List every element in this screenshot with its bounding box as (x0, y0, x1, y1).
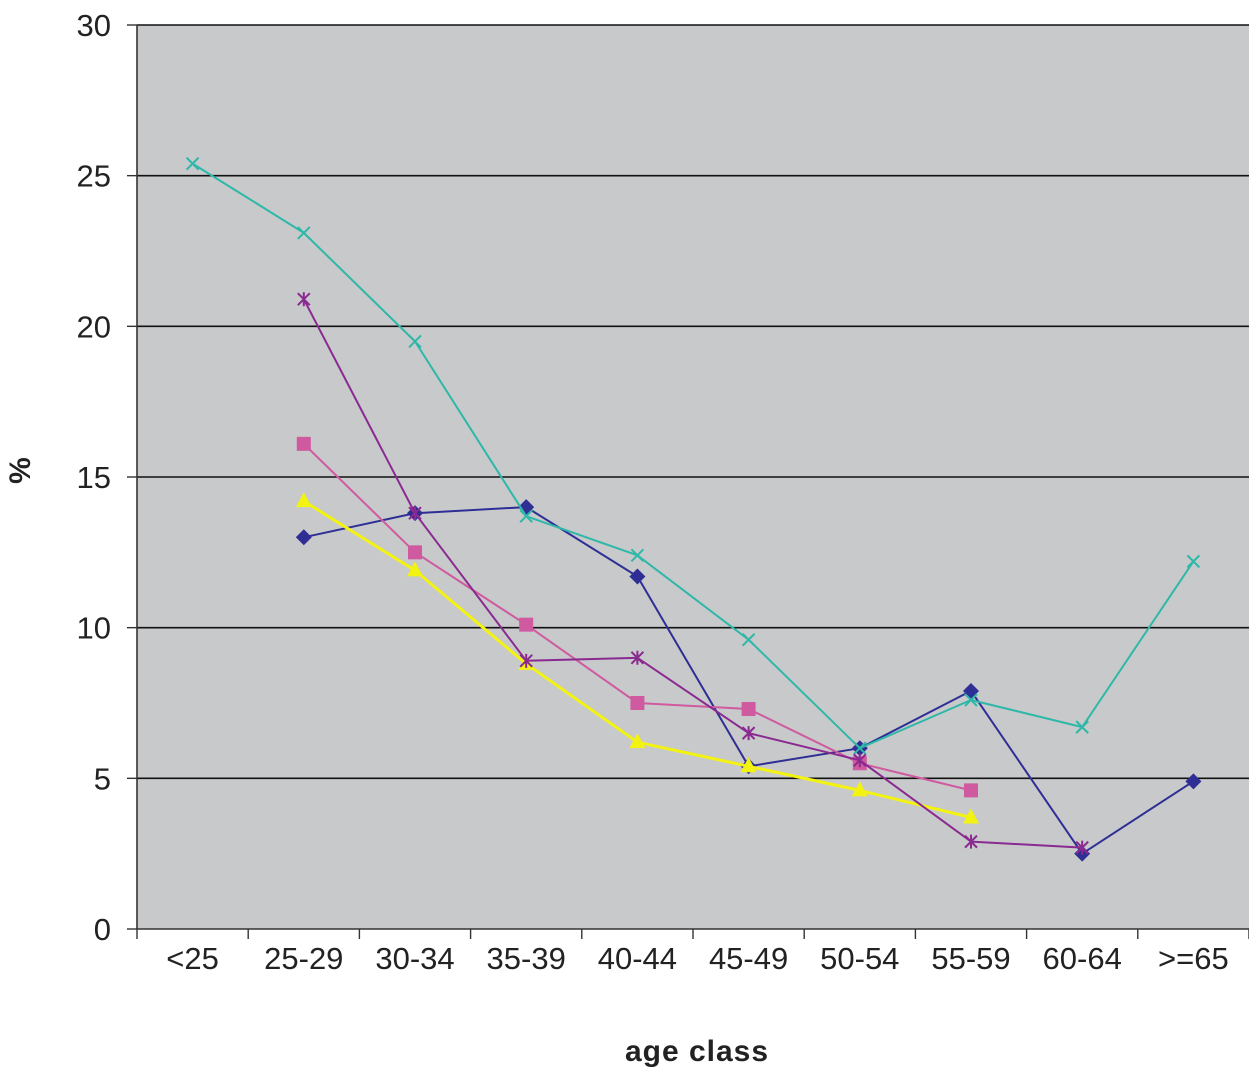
series-line (192, 162, 1195, 750)
data-point (1075, 840, 1089, 855)
x-tick-label: 30-34 (375, 941, 454, 976)
x-tick-label: 60-64 (1043, 941, 1122, 976)
data-point (629, 733, 646, 749)
y-tick-label: 20 (77, 309, 111, 344)
data-point (297, 226, 311, 240)
y-axis-label: % (4, 456, 37, 484)
x-tick-label: 35-39 (487, 941, 566, 976)
data-point (964, 783, 978, 798)
series-5 (297, 292, 1089, 855)
y-tick-label: 25 (77, 159, 111, 194)
series-line (302, 298, 1083, 849)
x-tick-label: 25-29 (264, 941, 343, 976)
data-point (519, 653, 533, 668)
x-tick-label: 45-49 (709, 941, 788, 976)
data-point (964, 834, 978, 849)
data-point (851, 781, 868, 797)
x-tick-label: >=65 (1158, 941, 1229, 976)
data-point (853, 741, 867, 755)
x-tick-label: 50-54 (820, 941, 899, 976)
x-tick-label: <25 (166, 941, 219, 976)
data-point (408, 545, 422, 560)
series-4 (185, 156, 1201, 755)
data-point (853, 753, 867, 768)
data-point (1185, 773, 1202, 790)
data-point (408, 506, 422, 521)
data-point (963, 808, 979, 824)
data-point (295, 492, 312, 508)
x-tick-label: 55-59 (931, 941, 1010, 976)
data-point (741, 702, 756, 717)
x-axis-label: age class (625, 1035, 769, 1068)
data-point (741, 633, 756, 647)
data-point (964, 693, 978, 707)
gridlines (137, 24, 1249, 780)
data-point (518, 499, 535, 516)
data-point (1186, 554, 1201, 569)
data-point (740, 757, 757, 773)
data-point (519, 509, 533, 523)
data-point (519, 617, 534, 632)
data-point (630, 650, 645, 665)
data-point (185, 156, 200, 171)
data-point (295, 529, 312, 546)
data-point (296, 436, 311, 451)
y-tick-label: 0 (94, 912, 111, 947)
y-tick-label: 30 (77, 8, 111, 43)
x-axis-ticks: <25 25-29 30-34 35-39 40-44 45-49 50-54 55-59 60… (136, 929, 1249, 976)
data-point (1075, 720, 1089, 734)
y-tick-label: 10 (77, 611, 111, 646)
data-point (741, 726, 756, 741)
data-point (408, 334, 422, 349)
data-point (407, 561, 423, 577)
y-tick-label: 15 (77, 460, 111, 495)
data-point (297, 292, 311, 307)
data-point (629, 568, 646, 585)
series-group (185, 156, 1202, 862)
data-point (630, 696, 645, 710)
y-tick-label: 5 (94, 761, 111, 796)
x-tick-label: 40-44 (598, 941, 677, 976)
y-axis-ticks: 0 5 10 15 20 25 30 (77, 8, 137, 947)
data-point (630, 548, 645, 563)
